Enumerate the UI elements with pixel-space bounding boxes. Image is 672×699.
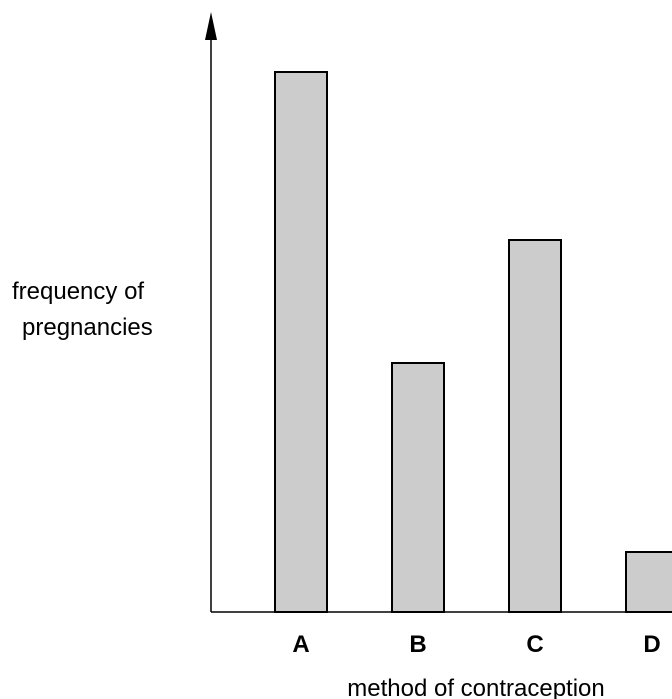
tick-labels-group: A B C D [292, 631, 660, 658]
y-axis-label-line-1: frequency of [12, 278, 144, 305]
bar-b [391, 362, 445, 613]
y-axis-label-line-2: pregnancies [22, 314, 153, 341]
bars-group [274, 71, 672, 613]
x-tick-label-c: C [526, 631, 543, 658]
axes-group [205, 12, 672, 613]
y-axis-arrow-icon [205, 12, 217, 40]
bar-d [625, 551, 672, 613]
x-tick-label-b: B [409, 631, 426, 658]
x-tick-label-d: D [643, 631, 660, 658]
bar-a [274, 71, 328, 613]
bar-c [508, 239, 562, 613]
x-axis-label: method of contraception [347, 675, 605, 699]
x-tick-label-a: A [292, 631, 309, 658]
